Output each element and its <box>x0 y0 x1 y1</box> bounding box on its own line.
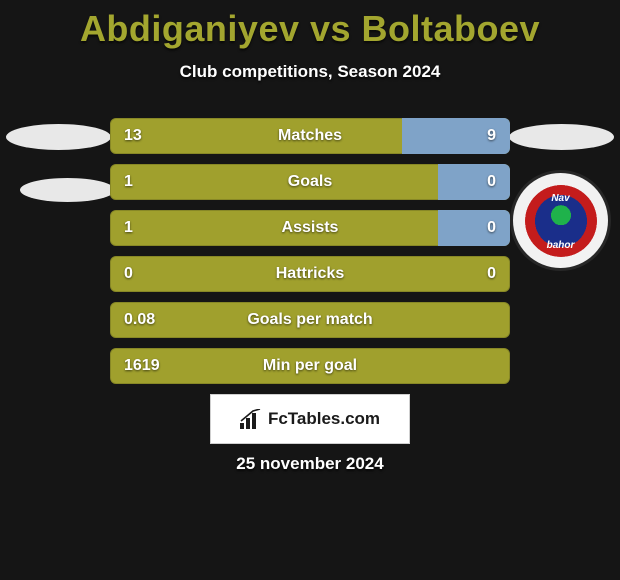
source-logo-text: FcTables.com <box>268 409 380 429</box>
stat-right-value: 9 <box>487 118 496 154</box>
stat-label: Assists <box>110 210 510 246</box>
club-badge-text-bottom: bahor <box>525 240 597 251</box>
stat-right-value: 0 <box>487 210 496 246</box>
stat-row: 13Matches9 <box>110 118 510 154</box>
stat-row: 1Assists0 <box>110 210 510 246</box>
stat-row: 0Hattricks0 <box>110 256 510 292</box>
stat-row: 0.08Goals per match <box>110 302 510 338</box>
club-badge: Nav bahor <box>513 173 608 268</box>
player-left-shadow <box>20 178 115 202</box>
club-badge-text-top: Nav <box>525 193 597 204</box>
fctables-icon <box>240 409 262 429</box>
stat-right-value: 0 <box>487 256 496 292</box>
player-left-avatar-placeholder <box>6 124 111 150</box>
stats-list: 13Matches91Goals01Assists00Hattricks00.0… <box>110 118 510 394</box>
stat-row: 1Goals0 <box>110 164 510 200</box>
stat-label: Matches <box>110 118 510 154</box>
stat-label: Hattricks <box>110 256 510 292</box>
stat-label: Goals <box>110 164 510 200</box>
stat-label: Goals per match <box>110 302 510 338</box>
page-title: Abdiganiyev vs Boltaboev <box>0 0 620 50</box>
player-right-avatar-placeholder <box>509 124 614 150</box>
stat-label: Min per goal <box>110 348 510 384</box>
comparison-card: Abdiganiyev vs Boltaboev Club competitio… <box>0 0 620 580</box>
club-badge-inner: Nav bahor <box>525 185 597 257</box>
stat-right-value: 0 <box>487 164 496 200</box>
subtitle: Club competitions, Season 2024 <box>0 62 620 82</box>
date-label: 25 november 2024 <box>0 454 620 474</box>
source-logo: FcTables.com <box>210 394 410 444</box>
stat-row: 1619Min per goal <box>110 348 510 384</box>
